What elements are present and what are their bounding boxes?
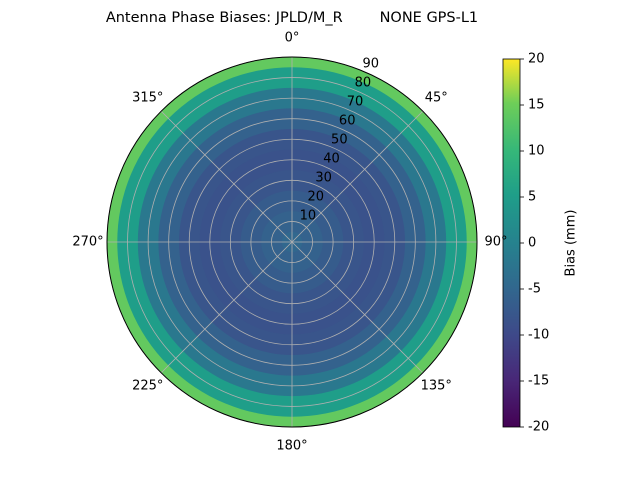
theta-tick-label: 0° [285, 31, 300, 46]
theta-tick-label: 90° [484, 235, 507, 250]
r-tick-label: 50 [331, 133, 348, 148]
theta-tick-label: 315° [132, 90, 163, 105]
angular-grid [291, 110, 424, 243]
r-tick-label: 70 [347, 95, 364, 110]
angular-grid [160, 110, 293, 243]
colorbar-tick-label: 20 [528, 52, 545, 67]
colorbar-tick-label: -20 [528, 420, 549, 435]
theta-tick-label: 225° [132, 379, 163, 394]
angular-grid [160, 241, 293, 374]
colorbar-tick-label: 5 [528, 190, 536, 205]
colorbar-tick-label: 0 [528, 236, 536, 251]
theta-tick-label: 135° [421, 379, 452, 394]
r-tick-label: 90 [363, 57, 380, 72]
r-tick-label: 20 [307, 190, 324, 205]
colorbar-tick-label: 15 [528, 98, 545, 113]
r-tick-label: 10 [300, 209, 317, 224]
theta-tick-label: 180° [276, 439, 307, 454]
polar-frame [106, 56, 478, 428]
colorbar-tick-label: -15 [528, 374, 549, 389]
colorbar-label: Bias (mm) [564, 210, 579, 277]
theta-tick-label: 270° [72, 235, 103, 250]
r-tick-label: 80 [355, 76, 372, 91]
theta-tick-label: 45° [425, 90, 448, 105]
angular-grid [291, 241, 424, 374]
colorbar-tick-label: -5 [528, 282, 541, 297]
colorbar-tick-label: 10 [528, 144, 545, 159]
r-tick-label: 40 [323, 152, 340, 167]
r-tick-label: 30 [315, 171, 332, 186]
colorbar-tick-label: -10 [528, 328, 549, 343]
chart-title: Antenna Phase Biases: JPLD/M_R NONE GPS-… [106, 10, 478, 26]
r-tick-label: 60 [339, 114, 356, 129]
